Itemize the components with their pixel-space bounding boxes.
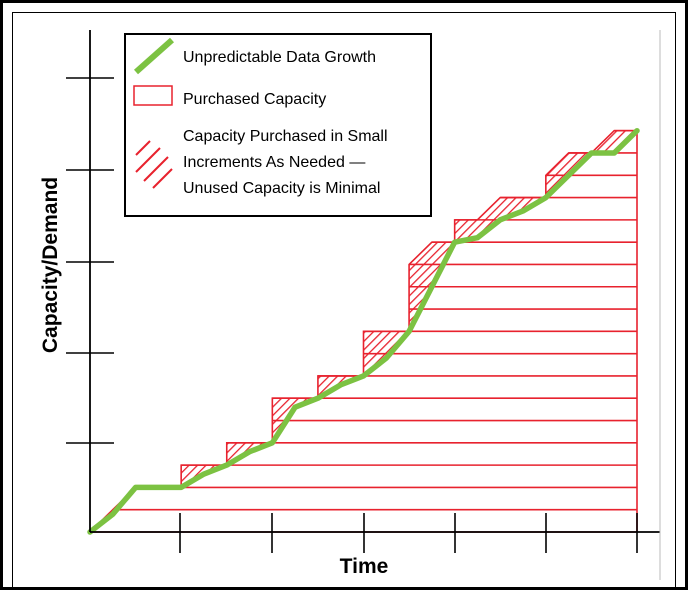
legend-swatch-purchased [133,85,173,106]
axes [66,30,661,580]
legend-label-growth: Unpredictable Data Growth [183,49,376,66]
figure-inner-border [12,12,676,587]
legend-label-increments-line1: Capacity Purchased in Small [183,128,388,145]
capacity-step-outline [89,129,637,533]
legend-box [124,33,432,217]
legend-swatch-increments [135,140,173,189]
legend: Unpredictable Data Growth Purchased Capa… [124,33,432,217]
x-axis-label: Time [340,555,389,578]
y-axis-label: Capacity/Demand [39,177,62,353]
legend-swatch-growth [134,37,174,75]
data-growth-line [87,127,640,535]
legend-label-increments-line2: Increments As Needed — [183,154,365,171]
legend-label-purchased: Purchased Capacity [183,91,326,108]
legend-label-increments-line3: Unused Capacity is Minimal [183,180,380,197]
data-growth-curve [87,127,640,535]
